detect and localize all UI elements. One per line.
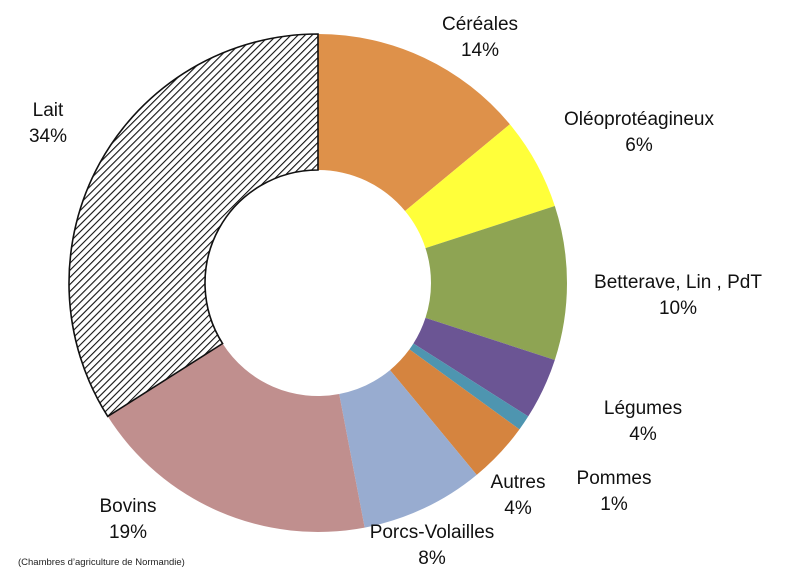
slice-label-value: 8%: [418, 548, 446, 569]
slice-bovins: [107, 343, 365, 532]
slice-lait: [68, 33, 319, 418]
slice-label: Porcs-Volailles 8%: [370, 520, 495, 572]
slice-label-name: Légumes: [603, 398, 683, 419]
slice-label-name: Porcs-Volailles: [369, 522, 495, 543]
slice-label: Pommes 1%: [577, 466, 652, 518]
slice-label-name: Betterave, Lin , PdT: [594, 272, 762, 293]
donut-slices: [68, 33, 567, 532]
slice-label: Autres 4%: [491, 470, 546, 522]
slice-autres: [390, 349, 520, 475]
slice-label: Oléoprotéagineux 6%: [564, 107, 714, 159]
slice-label: Légumes 4%: [604, 396, 682, 448]
slice-label-value: 1%: [600, 494, 628, 515]
slice-label-value: 19%: [108, 522, 148, 543]
slice-betterave-lin-pdt: [425, 206, 567, 360]
slice-c-r-ales: [318, 34, 510, 211]
slice-label-value: 4%: [504, 498, 532, 519]
slice-ol-oprot-agineux: [405, 124, 555, 249]
slice-label: Céréales 14%: [442, 12, 518, 64]
slice-label-value: 34%: [28, 126, 68, 147]
slice-label-value: 14%: [460, 40, 500, 61]
slice-label-value: 10%: [658, 298, 698, 319]
slice-label-value: 6%: [625, 135, 653, 156]
slice-label-name: Autres: [490, 472, 546, 493]
slice-label-value: 4%: [629, 424, 657, 445]
source-note: (Chambres d’agriculture de Normandie): [18, 557, 185, 568]
slice-label: Lait 34%: [29, 98, 67, 150]
slice-l-gumes: [413, 317, 555, 417]
slice-pommes: [409, 343, 529, 430]
slice-label-name: Céréales: [441, 14, 519, 35]
slice-label-name: Bovins: [99, 496, 157, 517]
slice-label: Betterave, Lin , PdT 10%: [594, 270, 762, 322]
slice-label-name: Oléoprotéagineux: [564, 109, 714, 130]
slice-porcs-volailles: [339, 370, 477, 528]
slice-label-name: Pommes: [576, 468, 652, 489]
slice-label: Bovins 19%: [99, 494, 156, 546]
slice-label-name: Lait: [32, 100, 64, 121]
